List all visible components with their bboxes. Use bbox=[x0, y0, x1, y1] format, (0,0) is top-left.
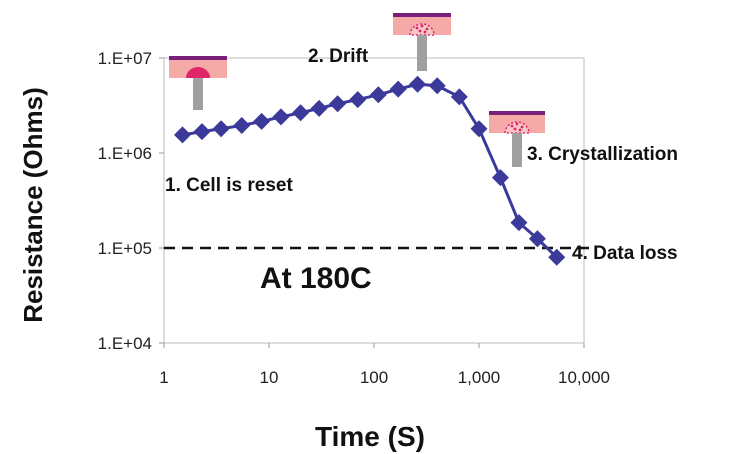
cell-electrode-bar bbox=[489, 111, 545, 115]
annotation-label: At 180C bbox=[260, 262, 372, 295]
data-point bbox=[470, 120, 488, 138]
crystal-grain bbox=[420, 24, 424, 28]
x-axis-ticks: 1 10 100 1,000 10,000 bbox=[159, 343, 610, 387]
data-point bbox=[548, 248, 566, 266]
crystal-grain bbox=[418, 29, 422, 33]
cell-icons bbox=[169, 13, 545, 167]
data-point bbox=[310, 99, 328, 117]
cell-icon bbox=[393, 13, 451, 71]
cell-heater-stem bbox=[417, 35, 427, 71]
data-point bbox=[491, 169, 509, 187]
series-markers bbox=[173, 75, 566, 266]
y-tick-label: 1.E+05 bbox=[98, 239, 152, 258]
data-point bbox=[389, 80, 407, 98]
x-tick-label: 10,000 bbox=[558, 368, 610, 387]
y-tick-label: 1.E+04 bbox=[98, 334, 152, 353]
crystallizing-dome bbox=[504, 121, 530, 134]
data-point bbox=[428, 77, 446, 95]
data-point bbox=[369, 86, 387, 104]
plot-border bbox=[163, 57, 585, 344]
annotation-label: 2. Drift bbox=[308, 46, 369, 67]
data-point bbox=[292, 104, 310, 122]
amorphous-dome bbox=[186, 67, 210, 78]
data-point bbox=[233, 116, 251, 134]
crystal-grain bbox=[415, 26, 419, 30]
crystal-grain bbox=[425, 27, 429, 31]
y-axis-ticks: 1.E+04 1.E+05 1.E+06 1.E+07 bbox=[98, 49, 164, 353]
data-point bbox=[409, 75, 427, 93]
y-axis-title: Resistance (Ohms) bbox=[18, 87, 48, 323]
y-tick-label: 1.E+06 bbox=[98, 144, 152, 163]
cell-icon bbox=[489, 111, 545, 167]
data-point bbox=[349, 91, 367, 109]
y-tick-label: 1.E+07 bbox=[98, 49, 152, 68]
crystal-grain bbox=[513, 127, 517, 131]
data-point bbox=[272, 108, 290, 126]
data-point bbox=[253, 112, 271, 130]
x-tick-label: 1,000 bbox=[458, 368, 501, 387]
data-point bbox=[510, 214, 528, 232]
cell-electrode-bar bbox=[393, 13, 451, 17]
cell-electrode-bar bbox=[169, 56, 227, 60]
x-tick-label: 1 bbox=[159, 368, 168, 387]
cell-heater-stem bbox=[193, 78, 203, 110]
crystal-grain bbox=[510, 124, 514, 128]
x-tick-label: 100 bbox=[360, 368, 388, 387]
crystallizing-dome bbox=[409, 23, 435, 36]
data-point bbox=[528, 230, 546, 248]
crystal-grain bbox=[423, 30, 427, 34]
annotations: 1. Cell is reset 2. Drift 3. Crystallizati… bbox=[165, 46, 678, 295]
data-point bbox=[193, 123, 211, 141]
data-point bbox=[329, 95, 347, 113]
crystal-grain bbox=[515, 122, 519, 126]
cell-heater-stem bbox=[512, 133, 522, 167]
x-axis-title: Time (S) bbox=[315, 421, 425, 452]
annotation-label: 1. Cell is reset bbox=[165, 175, 293, 196]
data-point bbox=[212, 120, 230, 138]
cell-icon bbox=[169, 56, 227, 110]
crystal-grain bbox=[518, 128, 522, 132]
crystal-grain bbox=[520, 125, 524, 129]
annotation-label: 4. Data loss bbox=[572, 243, 678, 264]
plot-frame bbox=[163, 57, 585, 344]
x-tick-label: 10 bbox=[260, 368, 279, 387]
annotation-label: 3. Crystallization bbox=[527, 144, 678, 165]
data-point bbox=[173, 126, 191, 144]
data-point bbox=[450, 88, 468, 106]
